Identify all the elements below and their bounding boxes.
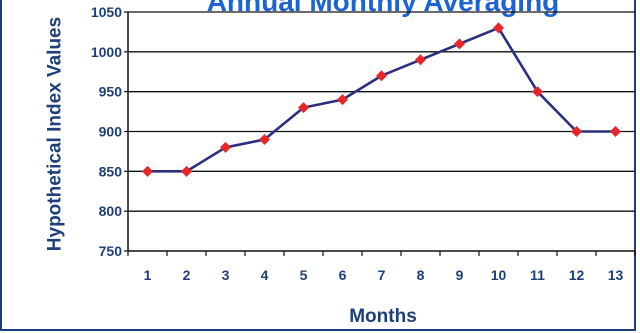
x-tick-label: 1 [144,267,152,283]
data-point-marker [181,165,192,177]
data-point-marker [532,86,543,98]
x-tick-label: 10 [491,267,507,283]
x-tick-label: 11 [530,267,545,283]
x-tick-label: 7 [378,267,386,283]
data-point-marker [571,126,582,137]
data-point-marker [415,54,426,66]
x-tick-label: 9 [456,267,464,283]
x-tick-label: 6 [339,267,347,283]
x-tick-label: 8 [417,267,425,283]
x-tick-label: 2 [183,267,191,283]
data-point-marker [259,133,270,145]
data-point-marker [376,70,387,82]
data-point-marker [220,141,231,153]
y-tick-label: 1050 [91,4,122,20]
x-axis-label: Months [349,306,417,327]
y-tick-label: 850 [99,163,123,179]
y-tick-label: 950 [99,84,123,100]
data-point-marker [298,102,309,114]
x-tick-label: 4 [261,267,269,283]
data-point-marker [454,38,465,50]
data-point-marker [337,94,348,106]
x-tick-label: 5 [300,267,308,283]
data-point-marker [493,22,504,34]
series-line [147,26,616,173]
data-point-marker [610,126,621,137]
y-tick-label: 1000 [91,44,122,60]
x-tick-label: 13 [608,267,624,283]
data-point-marker [142,165,153,177]
x-tick-label: 12 [569,267,585,283]
chart-title: Annual Monthly Averaging [206,0,560,17]
x-tick-label: 3 [222,267,230,283]
y-tick-label: 750 [99,243,123,259]
y-tick-label: 900 [99,124,123,140]
y-tick-label: 800 [99,203,123,219]
